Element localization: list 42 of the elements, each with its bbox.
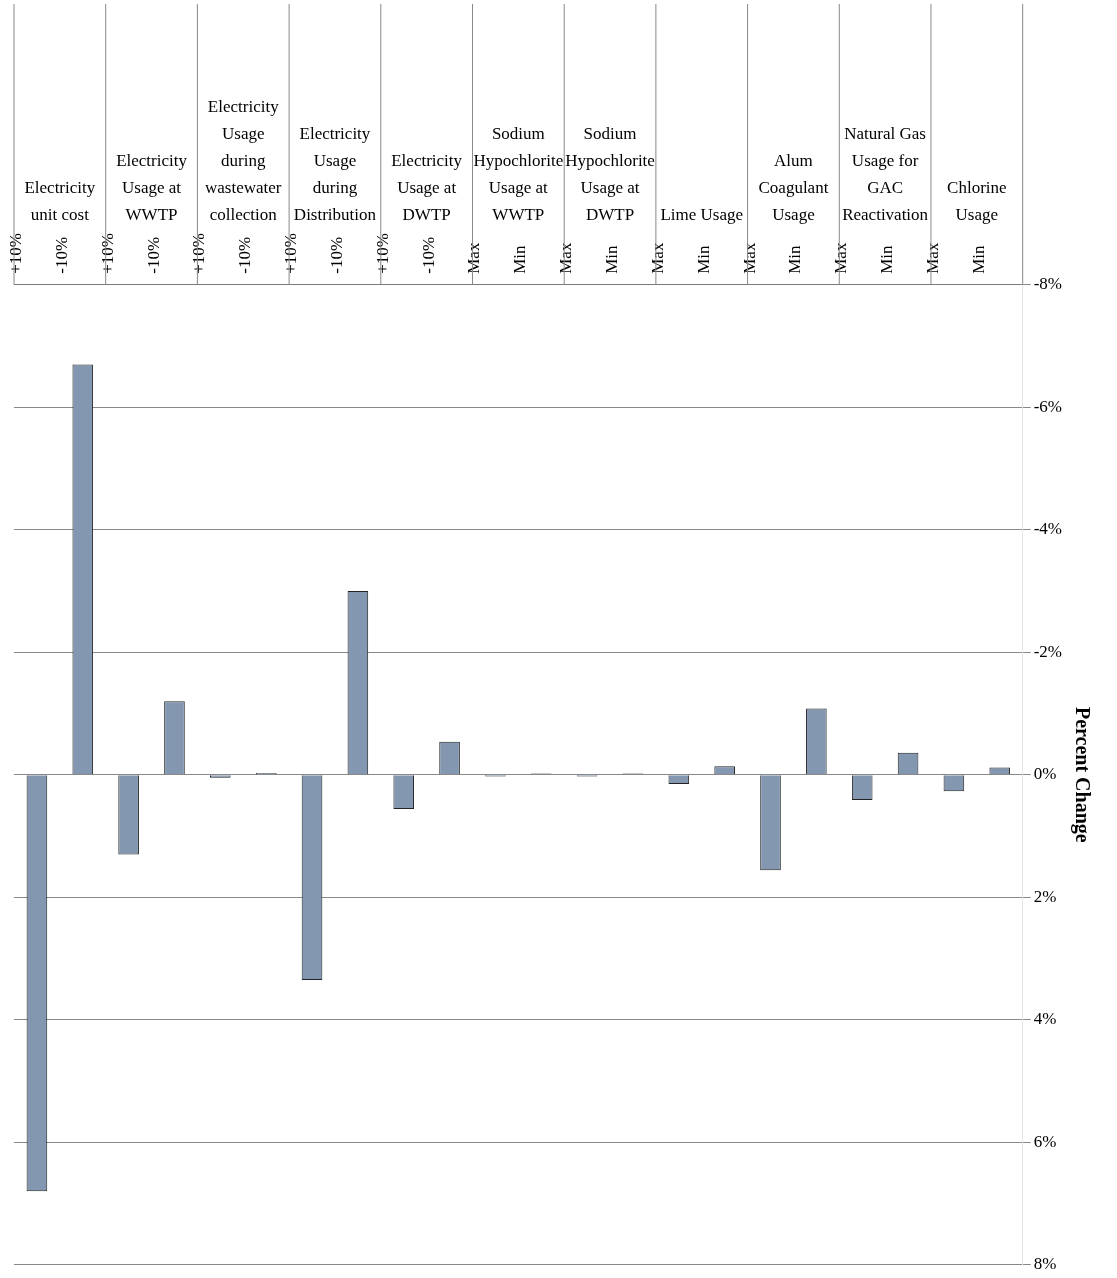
text: Electricity Usage at WWTP	[116, 150, 188, 224]
text: Sodium Hypochlorite Usage at WWTP	[473, 123, 564, 224]
x-tick-label: Min	[968, 244, 988, 274]
x-tick-label: Min	[693, 244, 713, 274]
x-tick-label: -10%	[143, 236, 163, 274]
x-tick-label: +10%	[5, 233, 25, 274]
text: Sodium Hypochlorite Usage at DWTP	[565, 123, 655, 224]
y-tick-label: 2%	[1033, 886, 1057, 906]
y-tick-label: 0%	[1033, 764, 1057, 784]
text: Electricity Usage at DWTP	[391, 150, 463, 224]
x-tick-label: Max	[831, 242, 851, 274]
x-tick-label: +10%	[281, 233, 301, 274]
text: Lime Usage	[660, 204, 744, 224]
y-axis-title: Percent Change	[1070, 706, 1094, 843]
x-tick-label: Max	[556, 242, 576, 274]
y-tick-label: 6%	[1033, 1131, 1057, 1151]
text: Natural Gas Usage for GAC Reactivation	[842, 123, 929, 224]
y-tick-label: -6%	[1033, 396, 1063, 416]
text: Alum Coagulant Usage	[758, 150, 829, 224]
y-tick-label: 4%	[1033, 1009, 1057, 1029]
text: Electricity Usage during Distribution	[293, 123, 377, 224]
x-tick-label: +10%	[372, 233, 392, 274]
x-tick-label: -10%	[418, 236, 438, 274]
y-tick-label: -4%	[1033, 519, 1063, 539]
x-tick-label: -10%	[326, 236, 346, 274]
x-tick-label: -10%	[235, 236, 255, 274]
x-tick-label: +10%	[189, 233, 209, 274]
x-tick-label: Max	[739, 242, 759, 274]
y-tick-label: 8%	[1033, 1254, 1057, 1274]
y-tick-label: -2%	[1033, 641, 1063, 661]
x-tick-label: +10%	[97, 233, 117, 274]
text: Chlorine Usage	[947, 177, 1007, 224]
x-tick-label: Min	[510, 244, 530, 274]
y-tick-label: -8%	[1033, 274, 1063, 294]
x-tick-label: -10%	[51, 236, 71, 274]
x-tick-label: Max	[647, 242, 667, 274]
x-tick-label: Min	[602, 244, 622, 274]
x-tick-label: Max	[922, 242, 942, 274]
x-tick-label: Min	[877, 244, 897, 274]
text: Electricity Usage during wastewater collection	[205, 96, 282, 224]
text: Electricity unit cost	[24, 177, 96, 224]
x-tick-label: Min	[785, 244, 805, 274]
